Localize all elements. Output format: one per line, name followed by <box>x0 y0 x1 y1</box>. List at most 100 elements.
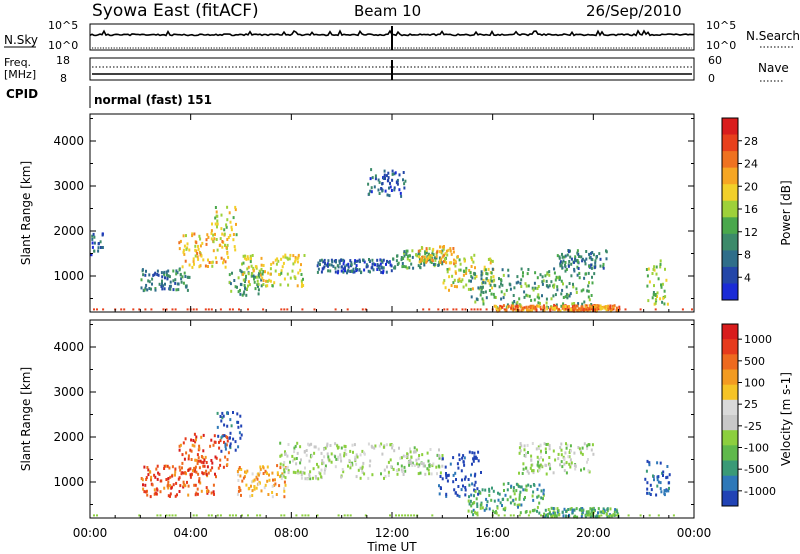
data-cell <box>359 453 362 457</box>
data-cell <box>470 295 473 299</box>
data-cell <box>571 508 574 512</box>
data-cell <box>182 234 185 238</box>
data-cell <box>476 511 479 515</box>
data-cell <box>537 445 540 449</box>
data-cell <box>656 291 659 295</box>
data-cell <box>342 267 345 271</box>
data-cell <box>618 308 621 311</box>
data-cell <box>613 510 616 514</box>
data-cell <box>574 255 577 259</box>
data-cell <box>180 280 183 284</box>
data-cell <box>282 261 285 265</box>
data-cell <box>519 490 522 494</box>
data-cell <box>410 262 413 266</box>
data-cell <box>297 253 300 257</box>
data-cell <box>427 459 430 463</box>
data-cell <box>648 280 651 284</box>
data-cell <box>485 308 488 311</box>
data-cell <box>586 510 589 514</box>
data-cell <box>183 252 186 256</box>
y-tick-label: 4000 <box>53 134 84 148</box>
data-cell <box>488 489 491 493</box>
data-cell <box>523 497 526 501</box>
data-cell <box>284 450 286 454</box>
data-cell <box>548 511 551 515</box>
data-cell <box>514 497 517 501</box>
data-cell <box>525 484 528 488</box>
data-cell <box>586 444 589 448</box>
data-cell <box>527 284 530 288</box>
data-cell <box>650 488 653 492</box>
colorbar-segment <box>722 250 738 268</box>
data-cell <box>473 494 475 498</box>
data-cell <box>578 255 581 258</box>
data-cell <box>97 246 100 250</box>
data-cell <box>245 274 247 278</box>
data-cell <box>517 505 519 509</box>
data-cell <box>458 258 461 262</box>
data-cell <box>144 286 147 290</box>
data-cell <box>225 225 228 229</box>
data-cell <box>415 462 418 466</box>
colorbar-segment <box>722 430 738 446</box>
data-cell <box>248 283 251 287</box>
data-cell <box>661 282 664 286</box>
data-cell <box>211 222 213 226</box>
data-cell <box>259 514 262 517</box>
data-cell <box>352 267 355 271</box>
data-cell <box>340 475 343 479</box>
data-cell <box>490 275 493 279</box>
data-cell <box>190 472 193 476</box>
data-cell <box>454 260 457 264</box>
data-cell <box>616 510 619 514</box>
data-cell <box>140 477 143 480</box>
data-cell <box>253 478 256 482</box>
data-cell <box>470 308 473 311</box>
data-cell <box>182 483 185 487</box>
data-cell <box>178 268 181 272</box>
data-cell <box>568 294 571 298</box>
data-cell <box>262 466 265 470</box>
data-cell <box>190 458 193 461</box>
data-cell <box>313 445 316 449</box>
data-cell <box>597 308 600 311</box>
data-cell <box>479 506 482 510</box>
data-cell <box>251 494 254 497</box>
data-cell <box>287 469 290 473</box>
data-cell <box>652 474 654 478</box>
data-cell <box>227 451 230 455</box>
data-cell <box>567 305 570 308</box>
data-cell <box>205 242 208 246</box>
data-cell <box>378 192 381 195</box>
data-cell <box>388 194 391 198</box>
data-cell <box>478 287 481 291</box>
data-cell <box>533 483 536 487</box>
data-cell <box>340 269 343 273</box>
data-cell <box>323 471 326 475</box>
data-cell <box>492 275 495 279</box>
data-cell <box>197 257 200 261</box>
data-cell <box>461 278 464 282</box>
data-cell <box>162 308 165 311</box>
data-cell <box>544 508 547 512</box>
data-cell <box>461 308 464 311</box>
data-cell <box>486 272 489 276</box>
data-cell <box>195 458 198 462</box>
data-cell <box>181 453 184 457</box>
data-cell <box>287 471 290 475</box>
colorbar-segment <box>722 460 738 477</box>
data-cell <box>445 492 448 496</box>
data-cell <box>283 461 286 464</box>
data-cell <box>568 513 570 517</box>
data-cell <box>233 245 236 249</box>
data-cell <box>561 465 564 469</box>
data-cell <box>146 489 148 493</box>
data-cell <box>417 465 420 469</box>
data-cell <box>196 492 199 496</box>
data-cell <box>545 297 548 301</box>
data-cell <box>538 511 541 515</box>
data-cell <box>454 270 457 274</box>
data-cell <box>531 442 534 445</box>
data-cell <box>446 308 449 311</box>
